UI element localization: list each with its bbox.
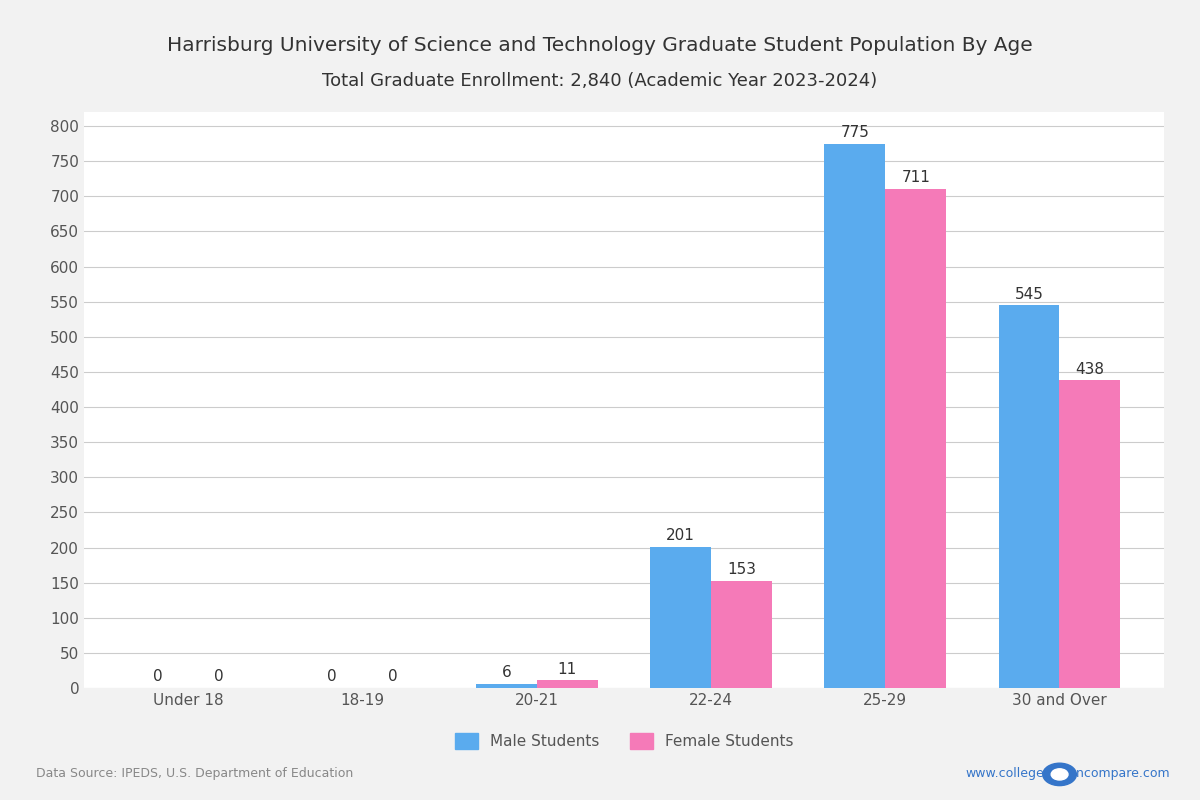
Bar: [824, 144, 886, 688]
Bar: [650, 547, 712, 688]
Text: 11: 11: [558, 662, 577, 677]
Text: 153: 153: [727, 562, 756, 577]
Text: 0: 0: [214, 670, 224, 685]
Text: 0: 0: [389, 670, 398, 685]
Text: Total Graduate Enrollment: 2,840 (Academic Year 2023-2024): Total Graduate Enrollment: 2,840 (Academ…: [323, 72, 877, 90]
Bar: [476, 684, 536, 688]
Legend: Male Students, Female Students: Male Students, Female Students: [455, 734, 793, 750]
Text: Harrisburg University of Science and Technology Graduate Student Population By A: Harrisburg University of Science and Tec…: [167, 36, 1033, 55]
Bar: [536, 680, 598, 688]
Text: www.collegetuitioncompare.com: www.collegetuitioncompare.com: [965, 767, 1170, 780]
Text: 775: 775: [840, 125, 869, 140]
Bar: [886, 189, 947, 688]
Text: 0: 0: [328, 670, 337, 685]
Text: 0: 0: [154, 670, 163, 685]
Bar: [998, 305, 1060, 688]
Text: 6: 6: [502, 666, 511, 680]
Bar: [712, 581, 772, 688]
Bar: [1060, 380, 1121, 688]
Text: 711: 711: [901, 170, 930, 185]
Text: Data Source: IPEDS, U.S. Department of Education: Data Source: IPEDS, U.S. Department of E…: [36, 767, 353, 780]
Text: 201: 201: [666, 528, 695, 543]
Text: 545: 545: [1014, 286, 1044, 302]
Text: 438: 438: [1075, 362, 1104, 377]
